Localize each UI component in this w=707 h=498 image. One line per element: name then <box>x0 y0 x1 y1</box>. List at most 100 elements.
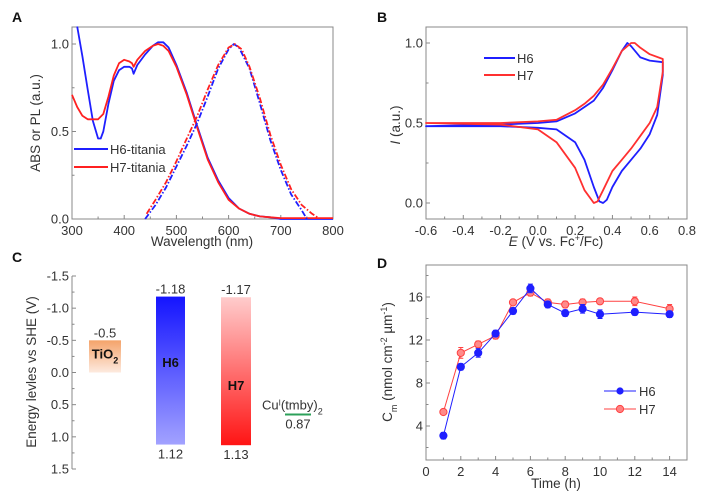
series-h7-titania-pl <box>145 43 318 219</box>
cu-redox-label: CuI(tmby)2 <box>262 397 323 416</box>
data-point-h6 <box>456 362 465 371</box>
panel-d-xtick-label: 10 <box>593 464 607 479</box>
panel-b-xtick-label: -0.4 <box>452 223 474 238</box>
panel-d-xtick-label: 0 <box>422 464 429 479</box>
data-point-h6 <box>474 348 483 357</box>
data-point-h6 <box>561 309 570 318</box>
energy-bar-tio2-name: TiO2 <box>92 346 118 365</box>
data-point-h6 <box>595 310 605 319</box>
panel-a-ytick-label: 0.5 <box>51 124 69 139</box>
energy-bar-h7-name: H7 <box>228 378 245 393</box>
panel-b-ytick-label: 0.0 <box>405 196 423 211</box>
panel-label-c: C <box>12 249 22 265</box>
energy-bar-h6-top-label: -1.18 <box>156 282 186 297</box>
panel-d-xtick-label: 6 <box>527 464 534 479</box>
data-point-h6 <box>665 310 674 319</box>
data-point-h6 <box>439 431 448 440</box>
panel-b-xtick-label: -0.6 <box>415 223 437 238</box>
panel-d-xtick-label: 4 <box>492 464 499 479</box>
energy-bar-h7 <box>221 297 251 446</box>
panel-a-ytick-label: 0.0 <box>51 212 69 227</box>
panel-d-xtick-label: 12 <box>628 464 642 479</box>
data-point-h6 <box>543 300 552 309</box>
data-point-h6 <box>526 284 535 293</box>
panel-b-chart: -0.6 -0.4 -0.2 0.0 0.2 0.4 0.6 0.8 0.0 0.5 1.0 H6 … <box>388 26 696 249</box>
panel-d-xtick-label: 14 <box>662 464 676 479</box>
panel-d-plot-frame <box>425 264 688 461</box>
panel-c-ytick-label: 0.0 <box>51 365 69 380</box>
panel-a-xlabel: Wavelength (nm) <box>151 234 253 249</box>
panel-a-legend: H6-titania H7-titania <box>74 142 166 175</box>
energy-bar-h7-bottom-label: 1.13 <box>223 447 248 462</box>
data-point-h6 <box>578 304 587 313</box>
panel-label-b: B <box>377 9 387 25</box>
series-h7-titania-abs <box>71 43 333 219</box>
panel-c-ylabel: Energy levles vs SHE (V) <box>24 296 39 448</box>
panel-c-chart: -1.5 -1.0 -0.5 0.0 0.5 1.0 1.5 -0.5 TiO2 -1.18 1.… <box>24 269 323 477</box>
panel-b-xtick-label: 0.8 <box>678 223 696 238</box>
panel-c-ytick-label: -1.0 <box>47 301 69 316</box>
cu-redox-value: 0.87 <box>285 416 310 431</box>
panel-label-d: D <box>377 255 387 271</box>
panel-b-legend: H6 H7 <box>484 51 534 83</box>
panel-c-ytick-label: -0.5 <box>47 333 69 348</box>
panel-a-xtick-label: 800 <box>322 223 344 238</box>
panel-d-legend: H6 H7 <box>604 384 656 417</box>
panel-b-xtick-label: -0.2 <box>489 223 511 238</box>
panel-b-xtick-label: 0.2 <box>566 223 584 238</box>
energy-bar-h7-top-label: -1.17 <box>221 282 251 297</box>
energy-bar-h6-name: H6 <box>162 355 179 370</box>
data-point-h7 <box>439 407 448 417</box>
series-h7-cv <box>425 42 664 204</box>
panel-b-xlabel: E (V vs. Fc+/Fc) <box>509 233 604 249</box>
panel-d-ytick-label: 16 <box>409 290 423 305</box>
panel-a-chart: 300 400 500 600 700 800 0.0 0.5 1.0 H6-titania H… <box>28 26 344 249</box>
panel-d-xtick-label: 8 <box>562 464 569 479</box>
panel-b-ylabel: I (a.u.) <box>388 105 403 144</box>
panel-a-xtick-label: 400 <box>113 223 135 238</box>
energy-bar-h6-bottom-label: 1.12 <box>158 447 183 462</box>
panel-a-xtick-label: 500 <box>166 223 188 238</box>
panel-a-ylabel: ABS or PL (a.u.) <box>28 74 43 172</box>
energy-bar-tio2-top-label: -0.5 <box>94 325 116 340</box>
legend-label-h7-titania: H7-titania <box>110 160 166 175</box>
panel-d-ylabel: Cm (nmol cm-2 µm-1) <box>379 302 399 422</box>
panel-a-xtick-label: 700 <box>270 223 292 238</box>
legend-label-d-h7: H7 <box>639 402 656 417</box>
legend-marker-d-h7 <box>615 404 625 414</box>
data-point-h7 <box>508 298 518 307</box>
data-point-h7 <box>474 340 483 349</box>
panel-c-ytick-label: 1.5 <box>51 462 69 477</box>
panel-d-ytick-label: 4 <box>416 419 423 434</box>
legend-label-h6-titania: H6-titania <box>110 142 166 157</box>
panel-d-ytick-label: 12 <box>409 333 423 348</box>
legend-label-h6: H6 <box>517 51 534 66</box>
panel-c-ytick-label: -1.5 <box>47 269 69 284</box>
energy-bar-tio2 <box>89 340 121 373</box>
data-point-h7 <box>561 300 570 309</box>
data-point-h6 <box>491 329 500 338</box>
panel-b-ytick-label: 0.5 <box>405 116 423 131</box>
data-point-h7 <box>630 297 639 306</box>
panel-d-ytick-label: 8 <box>416 376 423 391</box>
panel-a-xtick-label: 600 <box>218 223 240 238</box>
panel-b-xtick-label: 0.4 <box>603 223 621 238</box>
data-point-h7 <box>456 348 465 357</box>
panel-a-ytick-label: 1.0 <box>51 37 69 52</box>
panel-c-ytick-label: 1.0 <box>51 429 69 444</box>
panel-b-xtick-label: 0.0 <box>529 223 547 238</box>
panel-d-chart: 0 2 4 6 8 10 12 14 4 8 12 16 H6 H7 Time (h) Cm (nmo… <box>379 264 688 491</box>
data-point-h6 <box>630 307 639 317</box>
panel-b-xtick-label: 0.6 <box>641 223 659 238</box>
panel-label-a: A <box>12 9 22 25</box>
data-point-h7 <box>595 297 605 306</box>
legend-marker-d-h6 <box>616 387 624 395</box>
legend-label-d-h6: H6 <box>639 384 656 399</box>
legend-label-h7: H7 <box>517 68 534 83</box>
panel-b-ytick-label: 1.0 <box>405 36 423 51</box>
panel-a-plot-frame <box>71 26 334 220</box>
panel-a-xtick-label: 300 <box>61 223 83 238</box>
panel-c-ytick-label: 0.5 <box>51 397 69 412</box>
series-h6-titania-abs <box>76 26 333 220</box>
